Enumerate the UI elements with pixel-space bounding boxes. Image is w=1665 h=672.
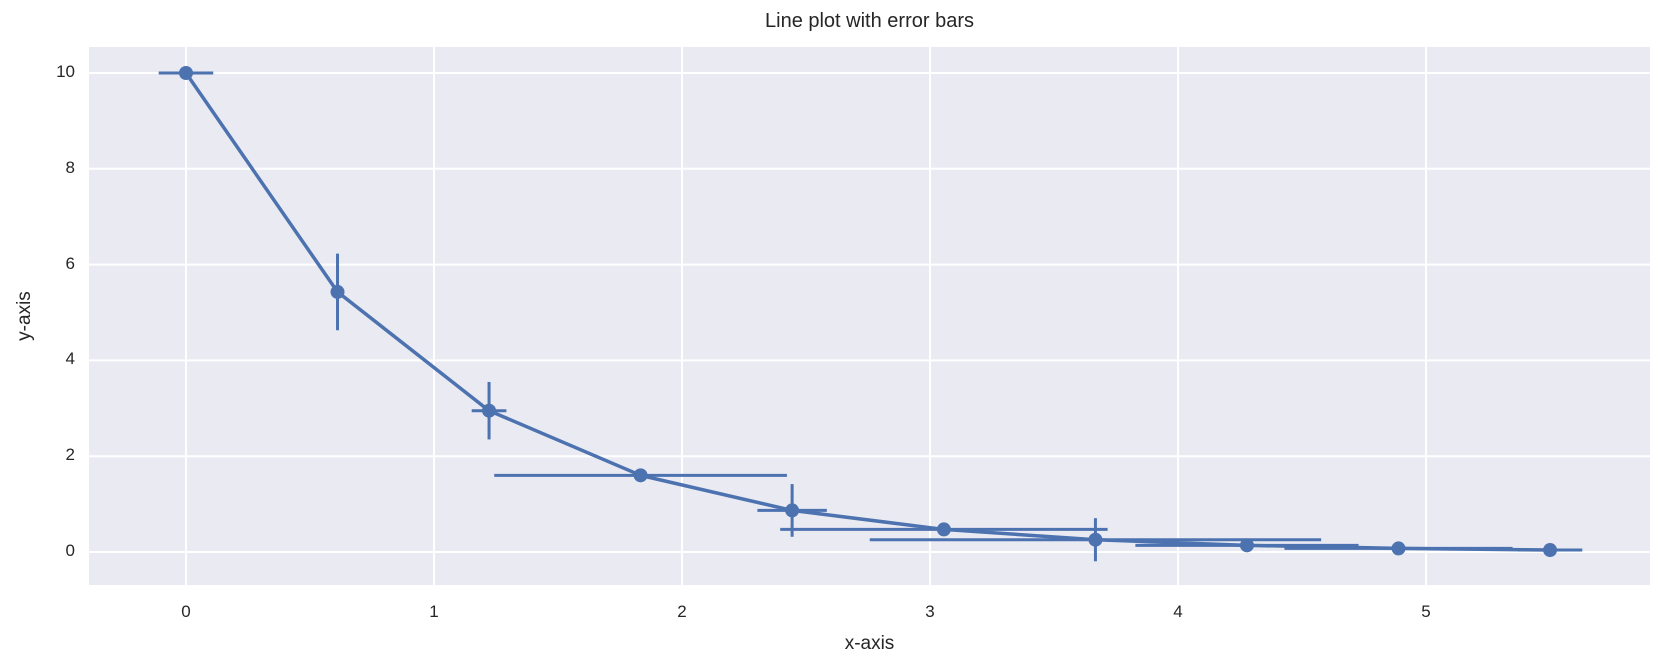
x-tick-label: 2 — [677, 602, 687, 621]
data-point-marker — [1391, 541, 1406, 556]
x-tick-label: 4 — [1173, 602, 1183, 621]
y-tick-label: 2 — [65, 445, 75, 465]
x-axis-label: x-axis — [844, 633, 895, 654]
data-point-marker — [178, 66, 193, 81]
y-tick-label: 8 — [65, 157, 75, 177]
data-point-marker — [633, 468, 648, 483]
plot-canvas — [89, 47, 1650, 585]
plot-area — [89, 47, 1650, 585]
data-point-marker — [785, 503, 800, 518]
data-point-marker — [482, 403, 497, 418]
y-tick-label: 10 — [56, 62, 75, 81]
plot-panel — [89, 47, 1650, 585]
x-tick-label: 0 — [181, 602, 191, 621]
data-point-marker — [1543, 543, 1558, 558]
x-tick-label: 1 — [429, 602, 439, 621]
x-tick-label: 3 — [925, 602, 935, 621]
y-axis-label: y-axis — [14, 291, 35, 341]
y-tick-label: 4 — [65, 349, 75, 369]
data-point-marker — [330, 284, 345, 299]
chart-title: Line plot with error bars — [765, 10, 974, 32]
y-tick-label: 6 — [65, 253, 75, 273]
data-line — [184, 71, 1552, 552]
data-point-marker — [936, 522, 951, 537]
data-point-marker — [1088, 532, 1103, 547]
y-tick-label: 0 — [65, 540, 75, 560]
x-tick-label: 5 — [1421, 602, 1431, 621]
data-point-marker — [1239, 538, 1254, 553]
